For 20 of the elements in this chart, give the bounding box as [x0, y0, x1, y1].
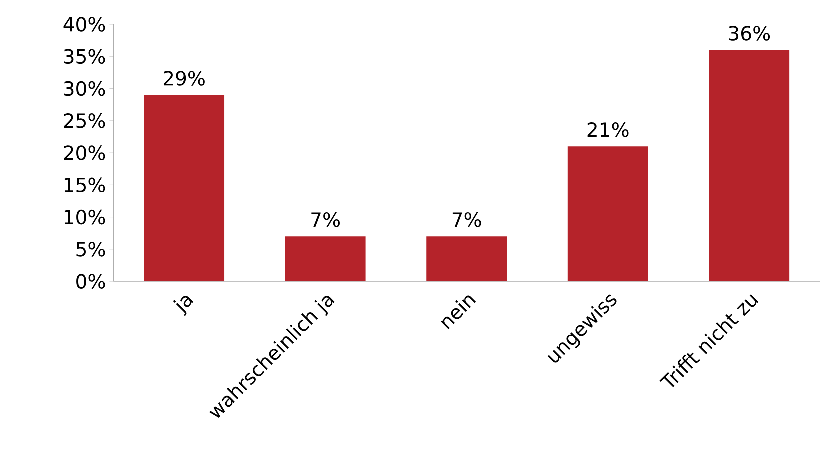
y-tick-label: 30%: [64, 81, 106, 96]
y-tick-label: 20%: [64, 146, 106, 160]
y-tick-label: 0%: [76, 274, 106, 290]
y-tick-label: 10%: [64, 210, 106, 225]
data-label: 36%: [729, 26, 770, 41]
data-label: 29%: [164, 71, 205, 86]
x-tick-label: ja: [173, 296, 194, 316]
y-tick-label: 25%: [64, 114, 106, 128]
bar: [709, 50, 790, 282]
y-tick-label: 35%: [64, 49, 106, 64]
bar: [426, 236, 508, 282]
data-label: 7%: [452, 212, 482, 228]
y-tick-label: 15%: [64, 178, 106, 193]
bar: [568, 146, 648, 282]
data-label: 21%: [588, 122, 629, 138]
y-tick-label: 40%: [64, 17, 106, 32]
data-label: 7%: [312, 212, 340, 228]
y-tick-label: 5%: [76, 242, 106, 257]
bar: [144, 95, 225, 282]
bar: [285, 236, 366, 282]
